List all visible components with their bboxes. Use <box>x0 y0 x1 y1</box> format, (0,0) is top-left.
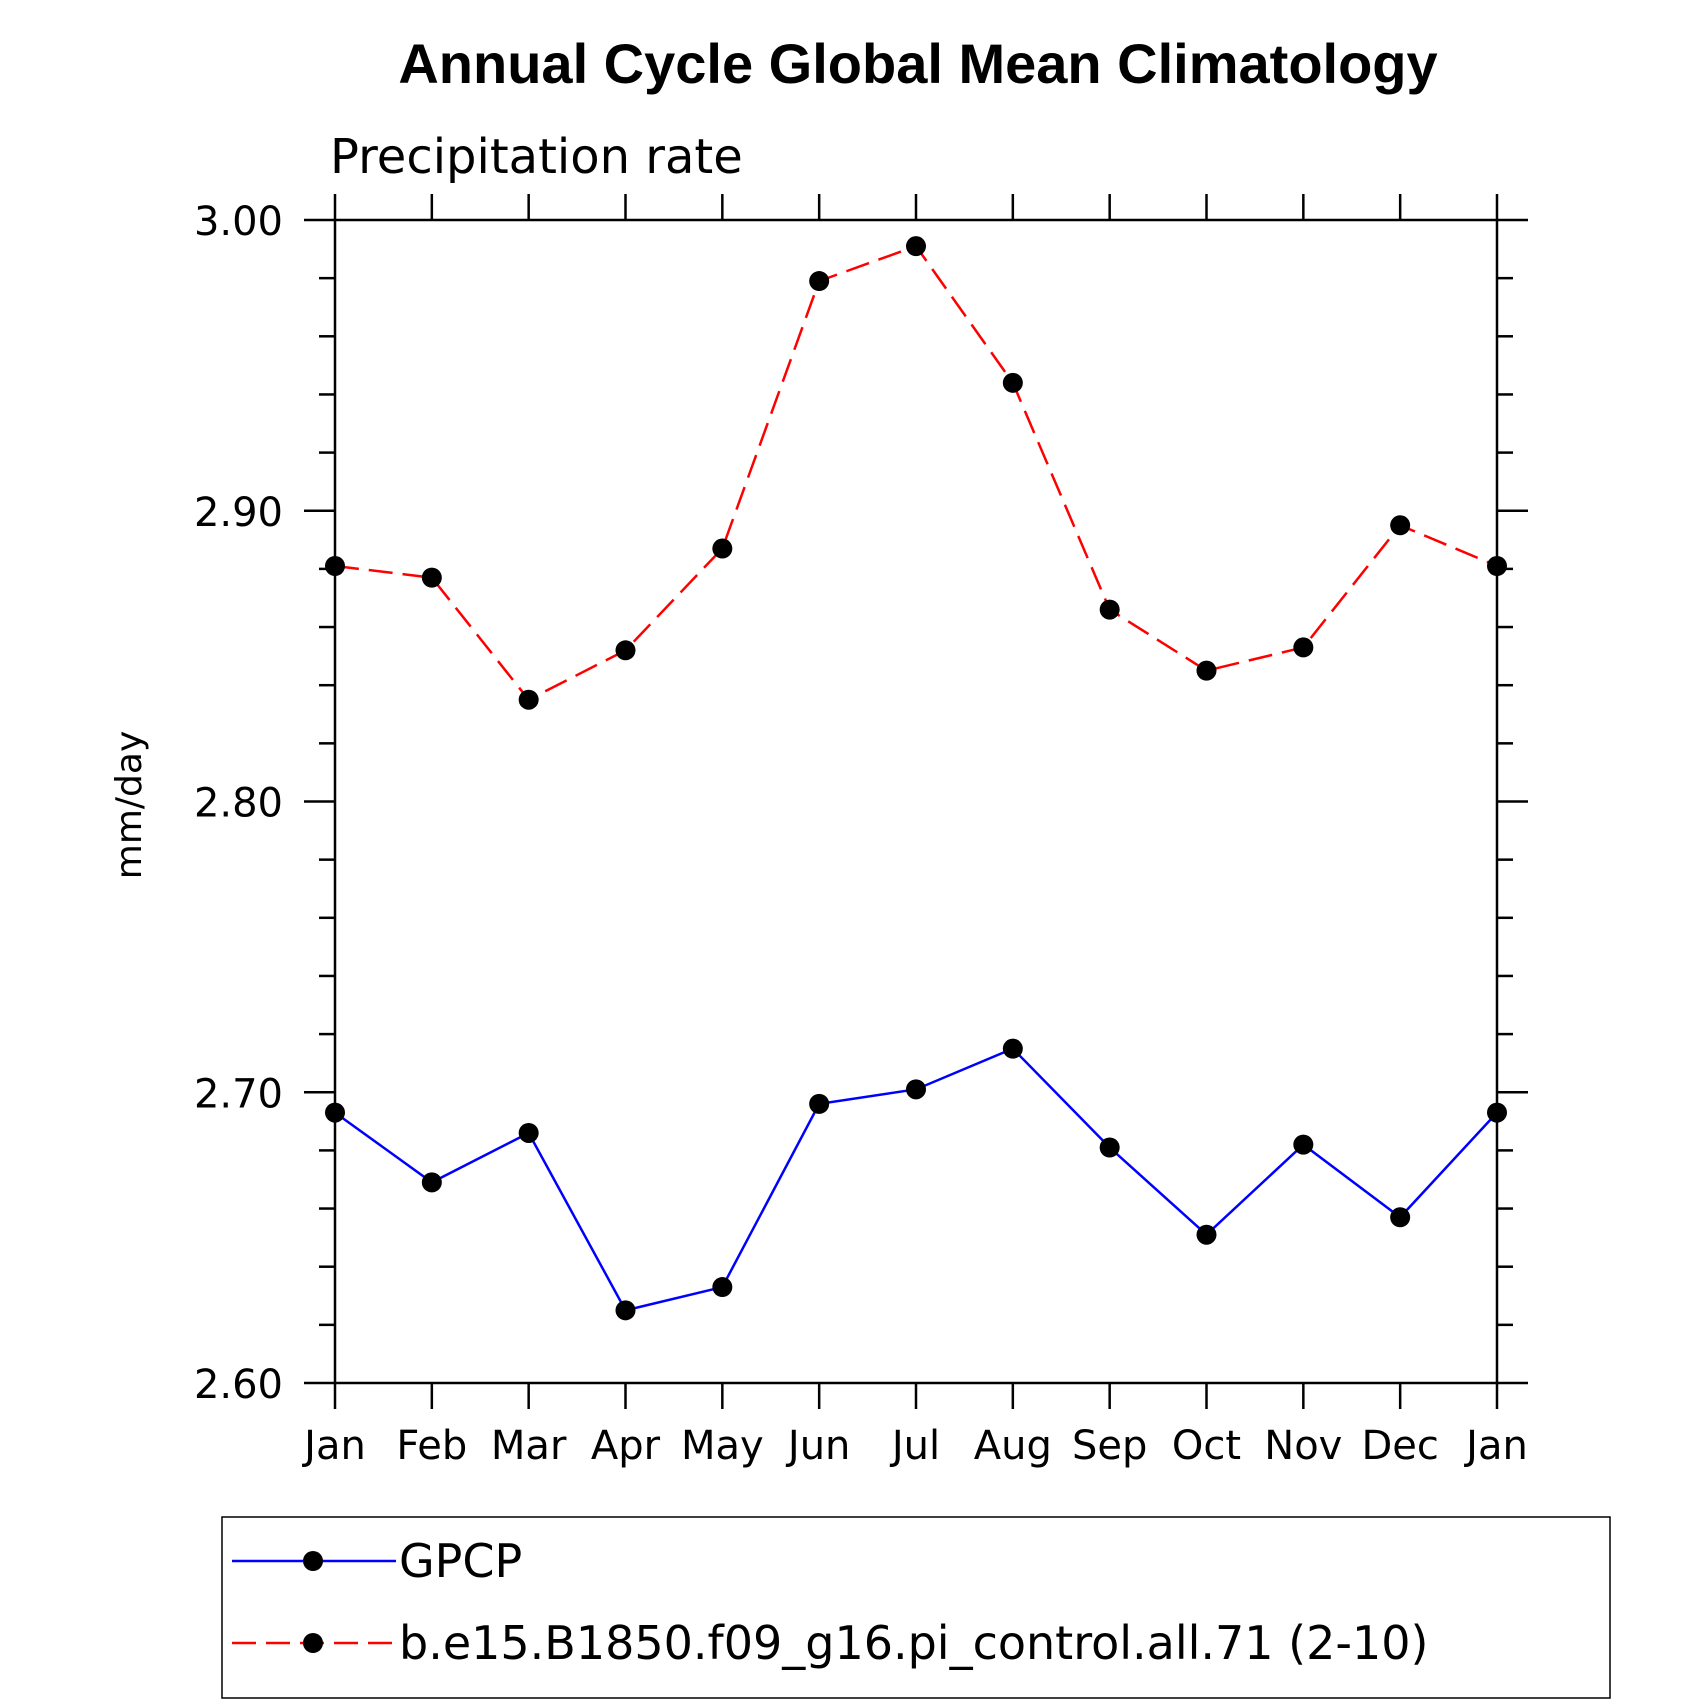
y-tick-label: 2.80 <box>194 781 283 827</box>
legend-box <box>221 1516 1611 1699</box>
chart-title: Annual Cycle Global Mean Climatology <box>398 32 1437 95</box>
x-tick-label: Jun <box>785 1423 851 1469</box>
series-1-point <box>1196 1224 1217 1245</box>
x-tick-label: Jan <box>301 1423 366 1469</box>
legend-label-1: GPCP <box>399 1534 522 1588</box>
legend-marker-2 <box>303 1633 323 1653</box>
legend: GPCP b.e15.B1850.f09_g16.pi_control.all.7… <box>221 1516 1611 1699</box>
x-tick-label: Feb <box>396 1423 467 1469</box>
x-tick-label: Dec <box>1361 1423 1438 1469</box>
series-2-point <box>1002 372 1023 393</box>
plot-frame <box>333 218 1499 1385</box>
series-1-point <box>615 1300 636 1321</box>
x-tick-label: Jan <box>1463 1423 1528 1469</box>
chart-subtitle: Precipitation rate <box>330 129 743 185</box>
x-tick-label: Oct <box>1172 1423 1241 1469</box>
series-2-point <box>809 271 830 292</box>
x-tick-label: Nov <box>1264 1423 1342 1469</box>
series-2-point <box>1196 660 1217 681</box>
series-2-point <box>1293 637 1314 658</box>
series-2-point <box>1390 515 1411 536</box>
x-tick-label: May <box>681 1423 764 1469</box>
x-tick-label: Mar <box>491 1423 567 1469</box>
series-1-point <box>325 1102 345 1123</box>
x-tick-label: Jul <box>889 1423 940 1469</box>
series-2-point <box>421 567 442 588</box>
y-tick-label: 2.70 <box>194 1071 283 1117</box>
y-tick-label: 3.00 <box>194 199 283 245</box>
series-2-point <box>615 640 636 661</box>
y-tick-label: 2.60 <box>194 1362 283 1408</box>
series-1-point <box>1390 1207 1411 1228</box>
series-1-point <box>1293 1134 1314 1155</box>
axes: Jan Feb Mar Apr May Jun Jul Aug Sep Oct Nov Dec Jan 2… <box>194 194 1528 1469</box>
x-tick-label: Apr <box>591 1423 661 1469</box>
series-2-point <box>518 689 539 710</box>
legend-label-2: b.e15.B1850.f09_g16.pi_control.all.71 (2… <box>399 1616 1428 1670</box>
series-1-point <box>1487 1102 1507 1123</box>
series-1-point <box>1099 1137 1120 1158</box>
series-line-2 <box>334 244 1498 702</box>
series-2-point <box>1099 599 1120 620</box>
series-2-point <box>712 538 733 559</box>
series-2-point <box>906 236 926 257</box>
y-tick-label: 2.90 <box>194 490 283 536</box>
series-1-point <box>712 1277 733 1298</box>
x-tick-label: Aug <box>974 1423 1052 1469</box>
series-1-point <box>518 1122 539 1143</box>
series-2-point <box>1487 555 1507 576</box>
series-1-point <box>906 1079 926 1100</box>
series-1-point <box>421 1172 442 1193</box>
legend-marker-1 <box>303 1551 323 1571</box>
series-2-point <box>325 555 345 576</box>
x-tick-label: Sep <box>1072 1423 1147 1469</box>
series-1-point <box>809 1093 830 1114</box>
series-1-point <box>1002 1038 1023 1059</box>
series-layer <box>325 236 1507 1321</box>
y-axis-label: mm/day <box>109 731 150 879</box>
